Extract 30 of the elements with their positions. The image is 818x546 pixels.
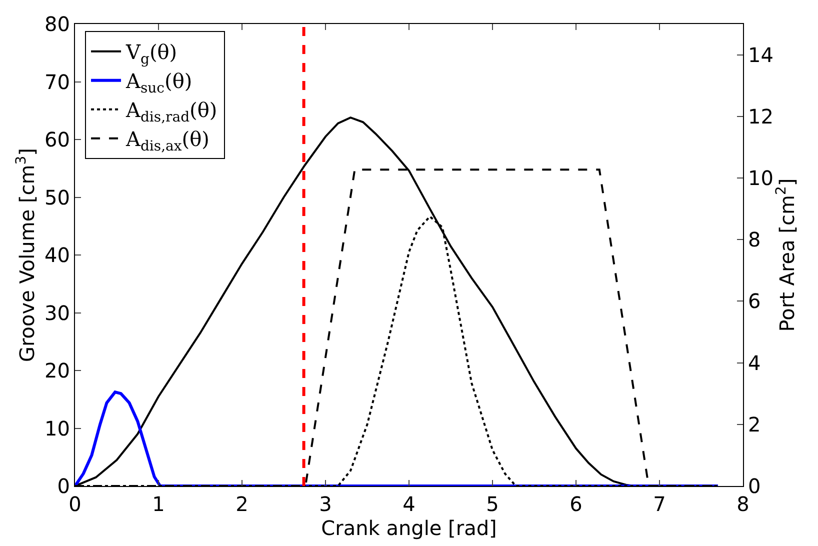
y2-tick-label: 8 [748,228,761,252]
y2-tick-label: 0 [748,474,761,498]
y2-tick-label: 14 [748,42,774,67]
legend-label: A$_{dis,rad}$(θ) [125,98,218,126]
y-tick-label: 0 [57,474,70,498]
x-tick-label: 8 [736,492,750,516]
legend-label: A$_{dis,ax}$(θ) [125,127,210,154]
x-tick-label: 6 [570,492,582,516]
legend-label: A$_{suc}$(θ) [125,69,192,96]
y2-tick-label: 6 [748,289,761,314]
y-tick-label: 20 [44,358,70,382]
x-tick-label: 1 [152,492,165,516]
y-tick-label: 40 [44,243,70,267]
legend-label: V$_{g}$(θ) [125,40,178,68]
x-tick-label: 2 [236,492,248,516]
x-axis-title: Crank angle [rad] [321,516,497,540]
y2-tick-label: 12 [748,104,774,128]
y-tick-label: 50 [44,185,70,210]
y2-tick-label: 2 [748,412,761,436]
y-tick-label: 30 [44,300,70,325]
x-tick-label: 7 [653,492,666,516]
y-tick-label: 70 [44,70,70,94]
y-tick-label: 60 [44,128,70,152]
x-tick-label: 5 [486,492,499,516]
x-tick-label: 3 [319,492,332,516]
y2-tick-label: 4 [748,350,761,375]
y2-tick-label: 10 [748,166,774,190]
y-tick-label: 10 [44,416,70,440]
y-tick-label: 80 [44,12,70,36]
x-tick-label: 4 [402,492,416,516]
